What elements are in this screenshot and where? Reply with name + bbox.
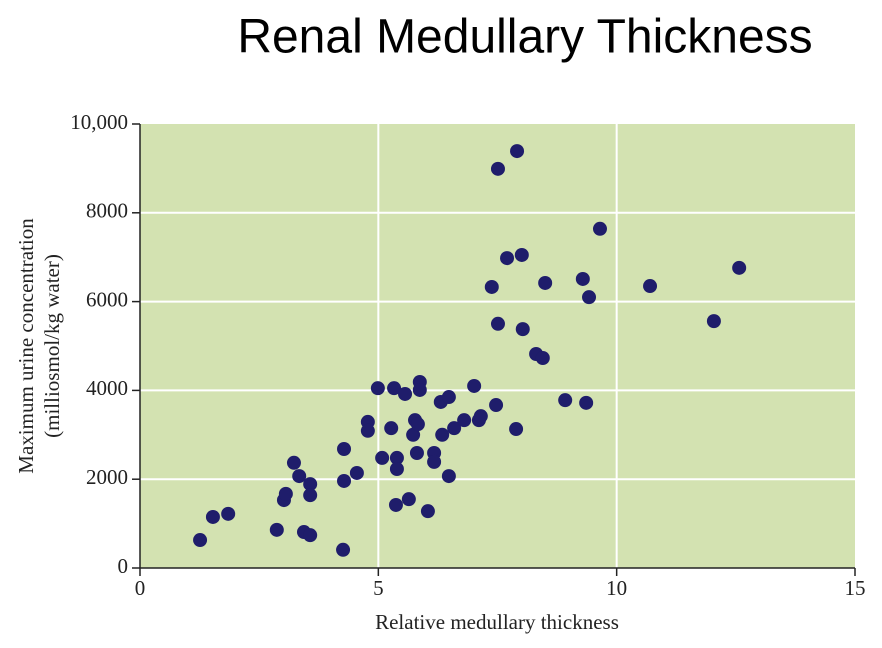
point xyxy=(592,221,607,236)
point xyxy=(303,477,318,492)
point xyxy=(269,522,284,537)
point xyxy=(387,381,402,396)
x-tick-label: 15 xyxy=(845,576,866,600)
y-tick-label: 4000 xyxy=(86,376,128,400)
point xyxy=(427,454,442,469)
point xyxy=(457,413,472,428)
point xyxy=(401,492,416,507)
point xyxy=(375,450,390,465)
point xyxy=(337,473,352,488)
point xyxy=(441,469,456,484)
point xyxy=(467,378,482,393)
x-tick-label: 0 xyxy=(135,576,146,600)
point xyxy=(292,469,307,484)
point xyxy=(490,161,505,176)
point xyxy=(558,393,573,408)
point xyxy=(447,421,462,436)
point xyxy=(515,322,530,337)
point xyxy=(484,279,499,294)
point xyxy=(643,279,658,294)
point xyxy=(510,144,525,159)
point xyxy=(205,509,220,524)
y-tick-label: 6000 xyxy=(86,287,128,311)
point xyxy=(514,247,529,262)
point xyxy=(389,450,404,465)
point xyxy=(221,506,236,521)
y-tick-label: 8000 xyxy=(86,199,128,223)
point xyxy=(420,504,435,519)
point xyxy=(435,427,450,442)
point xyxy=(370,381,385,396)
point xyxy=(441,390,456,405)
y-axis-label: Maximum urine concentration xyxy=(14,218,38,474)
point xyxy=(360,423,375,438)
point xyxy=(349,465,364,480)
y-tick-label: 0 xyxy=(118,554,129,578)
point xyxy=(303,528,318,543)
point xyxy=(538,275,553,290)
point xyxy=(489,398,504,413)
chart-title: Renal Medullary Thickness xyxy=(237,11,812,64)
point xyxy=(575,271,590,286)
point xyxy=(384,421,399,436)
y-axis-label: (milliosmol/kg water) xyxy=(40,254,64,438)
point xyxy=(388,497,403,512)
x-tick-label: 10 xyxy=(606,576,627,600)
y-tick-label: 10,000 xyxy=(70,110,128,134)
point xyxy=(500,251,515,266)
plot-background xyxy=(140,124,855,568)
point xyxy=(732,260,747,275)
point xyxy=(579,395,594,410)
point xyxy=(337,442,352,457)
point xyxy=(193,533,208,548)
point xyxy=(412,382,427,397)
point xyxy=(582,290,597,305)
point xyxy=(278,486,293,501)
point xyxy=(398,386,413,401)
point xyxy=(303,488,318,503)
point xyxy=(389,461,404,476)
point xyxy=(490,316,505,331)
point xyxy=(509,422,524,437)
point xyxy=(706,314,721,329)
point xyxy=(473,409,488,424)
x-axis-label: Relative medullary thickness xyxy=(375,610,619,634)
point xyxy=(286,455,301,470)
y-tick-label: 2000 xyxy=(86,465,128,489)
point xyxy=(406,427,421,442)
point xyxy=(410,417,425,432)
point xyxy=(535,350,550,365)
point xyxy=(409,446,424,461)
point xyxy=(336,542,351,557)
x-tick-label: 5 xyxy=(373,576,384,600)
